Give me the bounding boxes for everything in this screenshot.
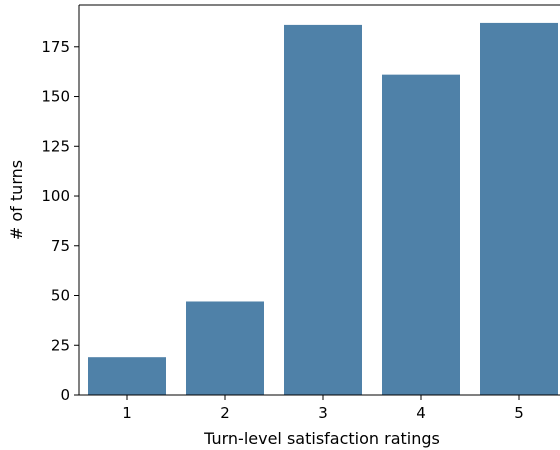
x-axis-title: Turn-level satisfaction ratings bbox=[203, 429, 440, 448]
bar-5 bbox=[480, 22, 558, 395]
y-tick-label: 75 bbox=[51, 237, 70, 255]
bar-3 bbox=[284, 24, 362, 396]
y-axis-title: # of turns bbox=[7, 160, 26, 240]
x-axis: 1 2 3 4 5 bbox=[122, 395, 524, 422]
y-tick-label: 50 bbox=[51, 287, 70, 305]
bar-1 bbox=[88, 357, 166, 395]
x-tick-label: 2 bbox=[220, 404, 230, 422]
y-axis: 0 25 50 75 100 125 150 175 bbox=[41, 4, 560, 404]
x-tick-label: 3 bbox=[318, 404, 328, 422]
bar-2 bbox=[186, 301, 264, 395]
y-tick-label: 150 bbox=[41, 88, 70, 106]
y-tick-label: 100 bbox=[41, 187, 70, 205]
x-tick-label: 4 bbox=[416, 404, 426, 422]
x-tick-label: 5 bbox=[514, 404, 524, 422]
x-tick-label: 1 bbox=[122, 404, 132, 422]
y-tick-label: 175 bbox=[41, 38, 70, 56]
plot-area bbox=[88, 22, 558, 396]
bar-4 bbox=[382, 74, 460, 395]
y-tick-label: 0 bbox=[60, 386, 70, 404]
y-tick-label: 125 bbox=[41, 137, 70, 155]
y-tick-label: 25 bbox=[51, 336, 70, 354]
